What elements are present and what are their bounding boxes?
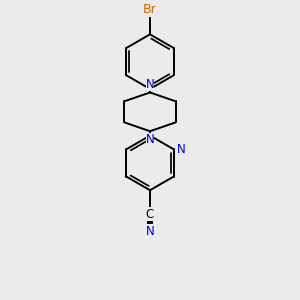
Text: N: N — [177, 143, 185, 156]
Text: Br: Br — [143, 3, 157, 16]
Text: N: N — [146, 133, 154, 146]
Text: C: C — [146, 208, 154, 221]
Text: N: N — [146, 225, 154, 239]
Text: N: N — [146, 78, 154, 91]
